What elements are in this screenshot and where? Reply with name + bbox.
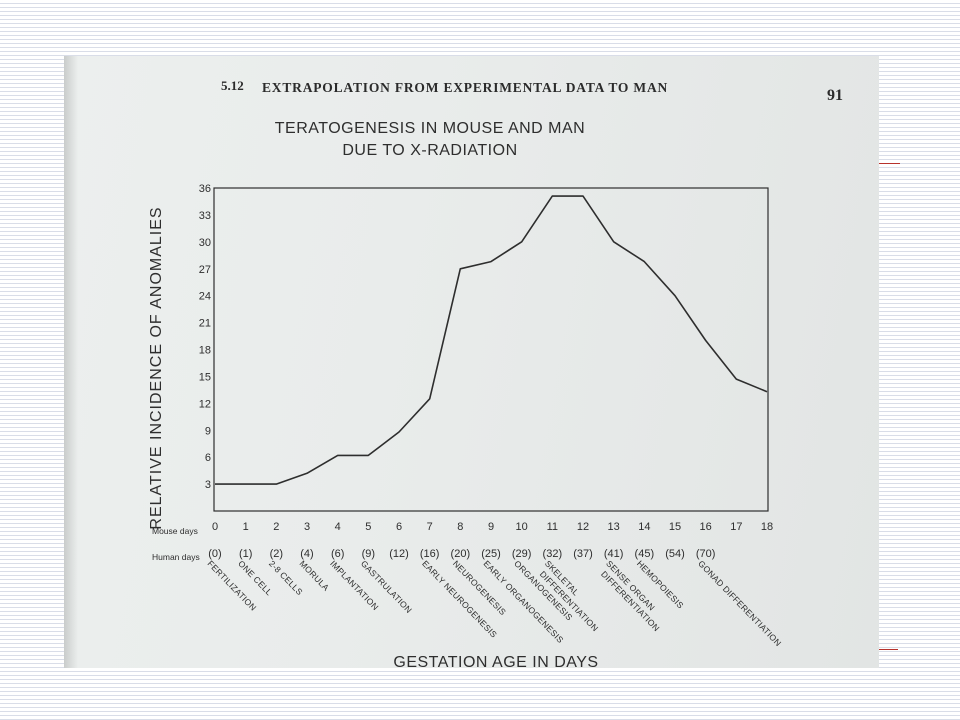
mouse-days-label: Mouse days: [152, 526, 198, 536]
series-line: [215, 195, 768, 485]
human-day-4: (6): [331, 548, 344, 560]
mouse-day-16: 16: [700, 521, 712, 533]
mouse-day-14: 14: [638, 521, 650, 533]
y-axis-label: RELATIVE INCIDENCE OF ANOMALIES: [148, 206, 165, 529]
red-rule-top: [879, 163, 900, 164]
mouse-day-1: 1: [243, 521, 249, 533]
human-day-13: (41): [604, 548, 624, 560]
mouse-day-18: 18: [761, 521, 773, 533]
mouse-day-5: 5: [365, 521, 371, 533]
human-day-11: (32): [543, 548, 563, 560]
human-day-8: (20): [451, 548, 471, 560]
human-day-1: (1): [239, 548, 252, 560]
human-day-5: (9): [362, 548, 375, 560]
red-rule-bottom: [879, 649, 898, 650]
mouse-day-7: 7: [427, 521, 433, 533]
page-edge-shadow: [64, 56, 78, 668]
x-axis-label: GESTATION AGE IN DAYS: [393, 654, 598, 668]
human-day-2: (2): [270, 548, 283, 560]
mouse-day-8: 8: [457, 521, 463, 533]
y-tick-6: 6: [205, 452, 211, 464]
mouse-day-3: 3: [304, 521, 310, 533]
y-tick-18: 18: [199, 345, 211, 357]
stage-label-7: NEUROGENESIS: [451, 558, 508, 617]
mouse-day-0: 0: [212, 521, 218, 533]
human-day-14: (45): [635, 548, 655, 560]
human-days-label: Human days: [152, 552, 200, 562]
stage-label-11: SENSE ORGANDIFFERENTIATION: [596, 558, 669, 633]
y-tick-21: 21: [199, 318, 211, 330]
stage-label-13: GONAD DIFFERENTIATION: [696, 558, 783, 648]
mouse-day-11: 11: [547, 521, 558, 533]
human-day-7: (16): [420, 548, 440, 560]
mouse-day-6: 6: [396, 521, 402, 533]
mouse-day-12: 12: [577, 521, 589, 533]
plot-frame: [213, 187, 769, 512]
chart: 5.12 EXTRAPOLATION FROM EXPERIMENTAL DAT…: [148, 78, 843, 668]
mouse-day-4: 4: [335, 521, 341, 533]
mouse-day-labels: 0 1 2 3 4 5 6 7 8 9 10 11 12 13 14 15 16 17 18: [212, 521, 773, 533]
chart-title-line-1: TERATOGENESIS IN MOUSE AND MAN: [275, 120, 585, 137]
y-tick-9: 9: [205, 425, 211, 437]
human-day-labels: (0) (1) (2) (4) (6) (9) (12) (16) (20) (25) (29) (3…: [208, 548, 715, 560]
stage-label-5: GASTRULATION: [359, 558, 414, 615]
human-day-6: (12): [389, 548, 409, 560]
mouse-day-15: 15: [669, 521, 681, 533]
human-day-0: (0): [208, 548, 221, 560]
y-tick-24: 24: [199, 291, 211, 303]
mouse-day-13: 13: [608, 521, 620, 533]
page-number: 91: [827, 87, 843, 104]
human-day-15: (54): [665, 548, 685, 560]
y-tick-30: 30: [199, 237, 211, 249]
human-day-9: (25): [481, 548, 501, 560]
y-tick-15: 15: [199, 371, 211, 383]
human-day-12: (37): [573, 548, 593, 560]
y-tick-12: 12: [199, 398, 211, 410]
mouse-day-9: 9: [488, 521, 494, 533]
human-day-3: (4): [300, 548, 313, 560]
mouse-day-2: 2: [273, 521, 279, 533]
y-tick-33: 33: [199, 210, 211, 222]
header-title: EXTRAPOLATION FROM EXPERIMENTAL DATA TO …: [262, 80, 668, 95]
human-day-16: (70): [696, 548, 716, 560]
scanned-book-page: 5.12 EXTRAPOLATION FROM EXPERIMENTAL DAT…: [64, 56, 879, 668]
mouse-day-10: 10: [516, 521, 528, 533]
y-tick-36: 36: [199, 183, 211, 195]
header-section-number: 5.12: [221, 78, 244, 93]
mouse-day-17: 17: [730, 521, 742, 533]
chart-title-line-2: DUE TO X-RADIATION: [342, 142, 517, 159]
y-tick-3: 3: [205, 479, 211, 491]
y-tick-27: 27: [199, 264, 211, 276]
human-day-10: (29): [512, 548, 532, 560]
